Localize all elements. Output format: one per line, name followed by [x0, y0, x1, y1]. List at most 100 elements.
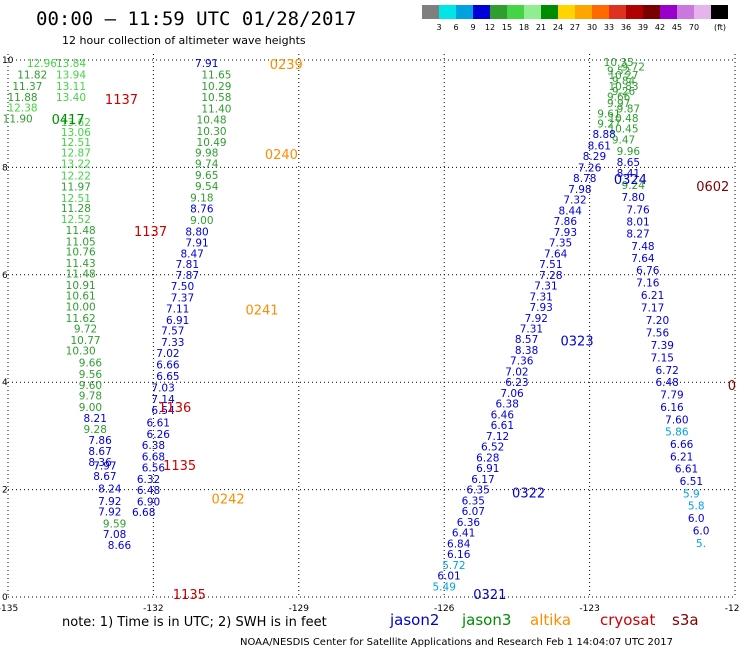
wave-height-value: 6.76 — [636, 265, 660, 277]
wave-height-value: 11.82 — [17, 69, 47, 81]
wave-height-value: 5.8 — [688, 501, 705, 513]
color-scale-tick: 6 — [453, 23, 458, 32]
wave-height-value: 7.33 — [161, 337, 184, 349]
wave-height-value: 10.27 — [608, 70, 638, 82]
y-tick-label: 0 — [2, 593, 8, 603]
legend-jason3: jason3 — [461, 611, 511, 629]
color-scale-swatch — [558, 5, 575, 19]
wave-height-value: 6.26 — [147, 429, 171, 441]
wave-height-value: 7.60 — [665, 414, 688, 426]
wave-height-value: 7.93 — [529, 302, 552, 314]
wave-height-value: 7.64 — [631, 253, 655, 265]
wave-height-value: 6.0 — [693, 525, 710, 537]
wave-height-value: 6.48 — [137, 485, 160, 497]
wave-height-value: 7.91 — [185, 238, 208, 250]
wave-height-value: 5.49 — [433, 581, 456, 593]
wave-height-value: 6.35 — [466, 485, 489, 497]
x-tick-label: -132 — [143, 604, 163, 614]
wave-height-value: 7.12 — [486, 431, 509, 443]
pass-time-label: 0240 — [265, 148, 298, 163]
color-scale-tick: 21 — [536, 23, 546, 32]
wave-height-value: 7.80 — [622, 192, 645, 204]
wave-height-value: 10.30 — [66, 346, 96, 358]
wave-height-value: 8.21 — [84, 413, 107, 425]
wave-height-value: 11.65 — [201, 69, 231, 81]
y-tick-label: 4 — [2, 378, 8, 388]
wave-height-value: 9.87 — [617, 103, 640, 115]
wave-height-value: 11.40 — [201, 103, 231, 115]
wave-height-value: 6.35 — [462, 495, 485, 507]
wave-height-value: 13.40 — [56, 92, 86, 104]
wave-height-value: 13.22 — [61, 159, 91, 171]
wave-height-value: 7.81 — [176, 259, 199, 271]
wave-height-value: 7.31 — [529, 291, 552, 303]
color-scale-tick: 33 — [604, 23, 614, 32]
wave-height-value: 8.29 — [583, 151, 606, 163]
color-scale-bar: 3 6 9 12 15 18 21 24 27 30 33 36 39 42 45 70 — [422, 5, 728, 32]
wave-height-value: 6.52 — [481, 442, 504, 454]
wave-height-value: 6.36 — [457, 517, 481, 529]
wave-height-value: 9.52 — [607, 66, 630, 78]
wave-height-value: 6.17 — [471, 474, 494, 486]
wave-height-value: 10.48 — [197, 115, 227, 127]
wave-height-value: 7.92 — [98, 496, 121, 508]
wave-height-value: 7.57 — [161, 326, 184, 338]
wave-height-value: 9.56 — [79, 369, 103, 381]
wave-height-value: 6.16 — [447, 549, 471, 561]
wave-height-value: 8.67 — [93, 471, 116, 483]
wave-height-value: 8.80 — [185, 226, 208, 238]
wave-height-value: 11.62 — [66, 313, 96, 325]
wave-height-value: 7.11 — [166, 304, 189, 316]
satellite-legend: jason2 jason3 altika cryosat s3a — [389, 611, 699, 629]
color-scale-tick: 42 — [655, 23, 665, 32]
legend-cryosat: cryosat — [600, 611, 655, 629]
grid-lines — [7, 54, 736, 598]
wave-height-value: 10.29 — [201, 81, 231, 93]
chart-title: 00:00 – 11:59 UTC 01/28/2017 — [36, 8, 356, 30]
x-tick-label: -129 — [289, 604, 310, 614]
wave-height-value: 9.96 — [617, 146, 641, 158]
color-scale-tick: 45 — [672, 23, 682, 32]
wave-height-value: 7.48 — [631, 241, 654, 253]
wave-height-value: 7.92 — [525, 313, 548, 325]
wave-height-value: 6.21 — [670, 451, 693, 463]
wave-height-value: 11.05 — [66, 237, 96, 249]
wave-height-value: 6.65 — [156, 371, 179, 383]
wave-height-value: 6.61 — [675, 464, 698, 476]
wave-height-value: 13.62 — [61, 117, 91, 129]
wave-height-value: 9.84 — [612, 75, 636, 87]
color-scale-swatch — [439, 5, 456, 19]
wave-height-value: 7.08 — [103, 529, 126, 541]
color-scale-swatch — [643, 5, 660, 19]
wave-height-value: 11.48 — [66, 225, 96, 237]
color-scale-swatch — [575, 5, 592, 19]
wave-height-value: 5.86 — [665, 427, 689, 439]
pass-time-label: 0242 — [212, 493, 245, 508]
wave-height-value: 7.86 — [88, 435, 112, 447]
wave-height-value: 13.11 — [56, 81, 86, 93]
wave-height-value: 7.39 — [651, 340, 674, 352]
wave-height-value: 8.27 — [626, 228, 649, 240]
wave-height-value: 6.54 — [151, 405, 175, 417]
x-tick-label: -123 — [579, 604, 599, 614]
wave-height-value: 11.48 — [66, 269, 96, 281]
wave-height-value: 8.88 — [592, 129, 615, 141]
wave-height-value: 9.72 — [622, 61, 645, 73]
wave-height-value: 13.94 — [56, 69, 86, 81]
wave-height-value: 7.93 — [554, 227, 577, 239]
pass-time-label: 0 — [728, 379, 736, 394]
wave-height-value: 9.00 — [79, 402, 102, 414]
wave-height-value: 9.59 — [103, 518, 126, 530]
color-scale-tick: 3 — [436, 23, 441, 32]
wave-height-value: 6.0 — [688, 513, 705, 525]
legend-jason2: jason2 — [389, 611, 439, 629]
wave-height-value: 7.16 — [636, 277, 660, 289]
x-tick-label: -120 — [725, 604, 740, 614]
wave-height-value: 7.17 — [641, 303, 664, 315]
wave-height-value: 9.26 — [612, 86, 636, 98]
wave-height-value: 10.48 — [608, 113, 638, 125]
color-scale-tick: 39 — [638, 23, 648, 32]
wave-height-value: 7.02 — [156, 348, 179, 360]
wave-height-value: 11.88 — [8, 92, 38, 104]
wave-height-value: 12.87 — [61, 147, 91, 159]
